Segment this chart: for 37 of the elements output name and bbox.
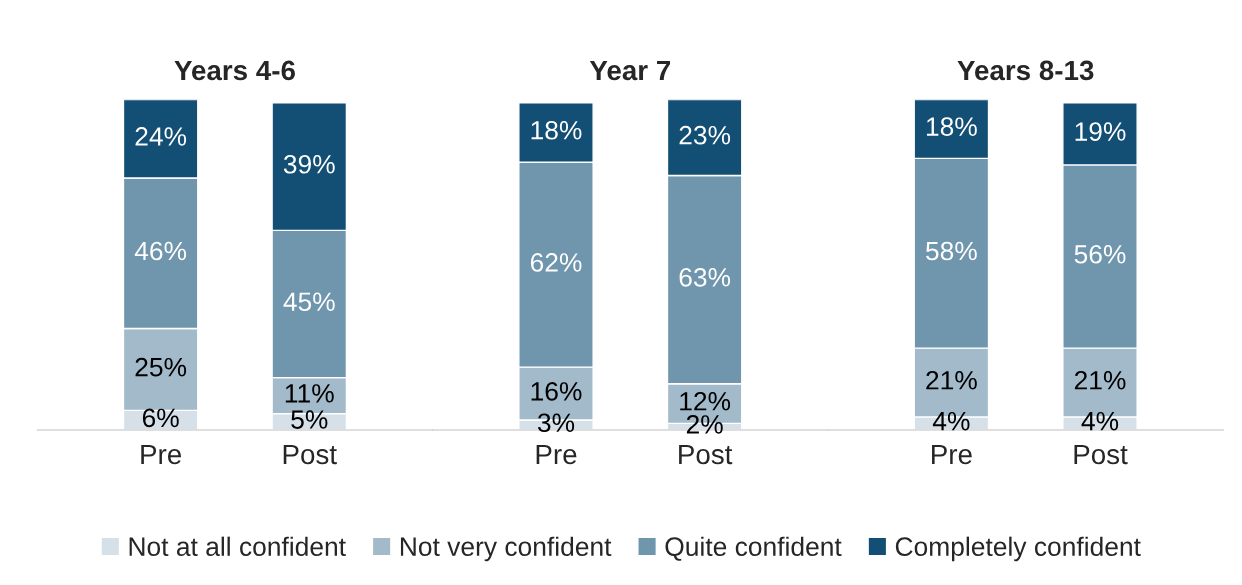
data-label: 4% [1081, 411, 1119, 431]
x-tick-label: Post [679, 444, 733, 465]
data-label: 18% [926, 117, 977, 136]
data-label: 6% [142, 408, 179, 428]
x-tick-label: Pre [932, 444, 972, 465]
data-label: 25% [135, 357, 187, 377]
chart-title: Years 4-6 [174, 60, 295, 81]
data-label: 3% [537, 413, 575, 433]
data-label: 46% [134, 241, 187, 261]
data-label: 45% [283, 292, 335, 312]
data-label: 4% [932, 411, 970, 431]
data-label: 11% [285, 384, 334, 403]
data-label: 58% [926, 241, 977, 261]
data-label: 21% [926, 370, 977, 390]
data-label: 56% [1074, 244, 1126, 264]
x-tick-label: Pre [536, 444, 577, 465]
chart-title: Years 8-13 [957, 60, 1094, 81]
data-label: 63% [679, 267, 731, 287]
data-label: 2% [686, 415, 723, 434]
data-label: 16% [531, 382, 582, 401]
legend-label: Quite confident [665, 536, 842, 561]
data-label: 5% [291, 410, 328, 429]
chart-title: Year 7 [589, 60, 671, 81]
x-tick-label: Post [1074, 444, 1128, 465]
legend-label: Not very confident [400, 536, 612, 562]
data-label: 23% [679, 125, 731, 145]
data-label: 12% [680, 391, 731, 411]
data-label: 39% [283, 154, 335, 174]
x-tick-label: Pre [141, 444, 182, 465]
data-label: 24% [135, 127, 187, 146]
legend-label: Not at all confident [129, 536, 346, 557]
data-label: 21% [1074, 370, 1126, 390]
legend-label: Completely confident [895, 536, 1141, 562]
data-label: 18% [531, 120, 582, 140]
x-tick-label: Post [283, 444, 337, 465]
data-label: 19% [1075, 122, 1126, 141]
data-label: 62% [530, 253, 582, 272]
